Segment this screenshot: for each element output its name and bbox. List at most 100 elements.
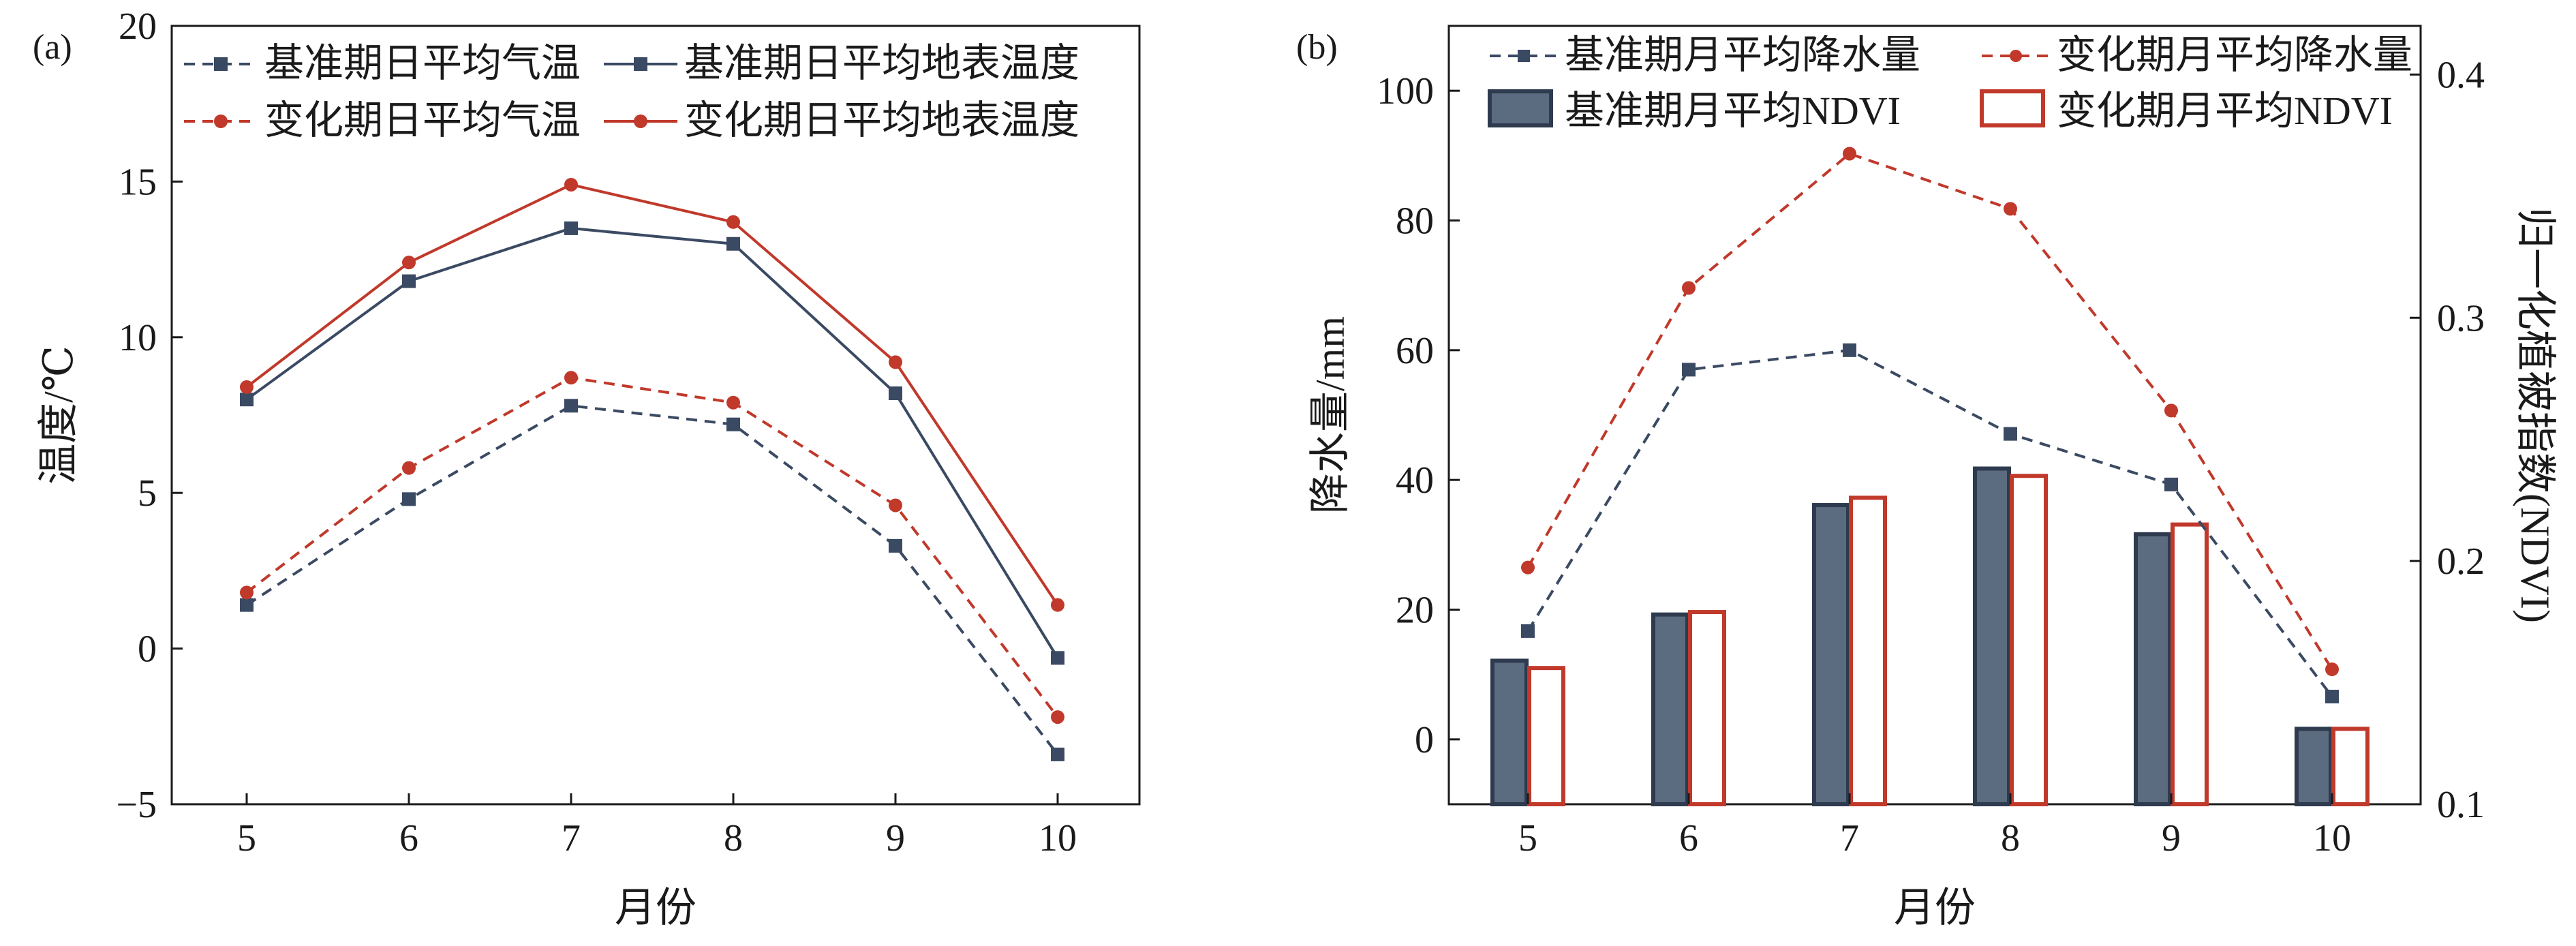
panel-b-ndvi-bar — [2010, 474, 2048, 806]
panel-b-right-y-tick-label: 0.2 — [2437, 540, 2485, 583]
panel-b-left-y-tick-label: 20 — [1396, 590, 1434, 632]
panel-b-precip-point — [2325, 690, 2339, 704]
panel-b-x-tick-label: 10 — [2313, 817, 2351, 859]
panel-b-x-tick-label: 5 — [1518, 817, 1537, 859]
panel-b-ndvi-bar — [1651, 612, 1689, 806]
panel-b-ndvi-bar — [1527, 666, 1565, 807]
panel-b-legend-bar-label: 变化期月平均NDVI — [2057, 89, 2393, 133]
panel-a-x-axis-title: 月份 — [615, 885, 696, 930]
panel-a-data-point — [889, 498, 902, 513]
panel-a-data-point — [402, 256, 416, 270]
panel-b-precip-point — [2164, 477, 2178, 491]
panel-a-y-tick-label: 15 — [119, 161, 157, 203]
panel-b-precip-point — [1521, 624, 1535, 638]
panel-b-legend-bar-swatch — [1488, 89, 1553, 127]
panel-b-ndvi-bar — [2295, 727, 2333, 807]
panel-a-data-point — [402, 274, 416, 288]
panel-a-legend-label: 变化期日平均气温 — [264, 98, 581, 142]
panel-a-y-tick-label: 0 — [138, 628, 157, 671]
panel-a-data-point — [564, 399, 578, 413]
panel-a-data-point — [240, 598, 254, 612]
panel-b-x-tick-label: 8 — [2001, 817, 2020, 859]
panel-b-precip-point — [1843, 147, 1856, 161]
panel-b-ndvi-bar — [2171, 522, 2209, 806]
panel-a-data-point — [240, 585, 254, 600]
panel-a-data-point — [564, 177, 578, 192]
panel-b-left-y-tick-label: 0 — [1415, 719, 1434, 761]
panel-a-series-line — [245, 183, 1059, 606]
panel-b-left-y-axis-title: 降水量/mm — [1308, 316, 1353, 514]
panel-a-legend-marker — [214, 115, 228, 128]
panel-b-precip-point — [1843, 343, 1856, 357]
panel-a-x-tick-label: 9 — [886, 817, 905, 859]
panel-b-ndvi-bar — [1688, 610, 1726, 806]
panel-a-data-point — [240, 393, 254, 407]
panel-a-data-point — [402, 492, 416, 506]
panel-a-legend-marker — [634, 57, 647, 71]
panel-b-left-y-tick-label: 40 — [1396, 459, 1434, 502]
panel-b-precip-point — [2325, 662, 2339, 677]
panel-b-ndvi-bar — [1490, 658, 1529, 806]
panel-a-legend-label: 变化期日平均地表温度 — [684, 98, 1079, 142]
panel-a-data-point — [889, 355, 902, 369]
panel-b-legend-bar-swatch — [1980, 89, 2045, 127]
panel-b-frame — [1447, 25, 2422, 806]
panel-b-right-y-tick-label: 0.4 — [2437, 54, 2485, 96]
panel-b-x-tick-label: 6 — [1679, 817, 1698, 859]
panel-b-legend-marker — [1518, 50, 1530, 62]
panel-a-data-point — [240, 380, 254, 394]
panel-a-frame — [170, 25, 1141, 806]
panel-b-left-y-tick-label: 100 — [1377, 70, 1434, 112]
panel-a-data-point — [1051, 710, 1064, 724]
panel-a-data-point — [726, 236, 740, 251]
panel-a-data-point — [726, 417, 740, 431]
panel-a-y-axis-title: 温度/℃ — [36, 346, 81, 485]
panel-a-label: (a) — [33, 28, 72, 67]
panel-b-precip-line — [1527, 348, 2333, 698]
panel-b-legend-marker — [2010, 50, 2022, 62]
panel-a-data-point — [564, 221, 578, 235]
panel-b-ndvi-bar — [1973, 466, 2011, 806]
panel-b-label: (b) — [1296, 28, 1338, 67]
panel-a-legend-marker — [214, 57, 228, 71]
panel-a-x-tick-label: 7 — [562, 817, 581, 859]
panel-a-legend-label: 基准期日平均地表温度 — [684, 41, 1079, 85]
panel-a-data-point — [726, 395, 740, 410]
panel-b-x-axis-title: 月份 — [1894, 885, 1976, 930]
panel-b-precip-point — [1521, 560, 1535, 575]
panel-b-x-tick-label: 7 — [1840, 817, 1859, 859]
panel-b-left-y-tick-label: 80 — [1396, 200, 1434, 243]
panel-b-ndvi-bar — [1849, 495, 1887, 807]
panel-b-x-tick-label: 9 — [2162, 817, 2181, 859]
panel-b-precip-point — [1682, 281, 1696, 295]
panel-a-data-point — [726, 215, 740, 229]
panel-a-data-point — [1051, 747, 1064, 761]
panel-b-left-y-tick-label: 60 — [1396, 330, 1434, 372]
panel-b-precip-point — [2004, 202, 2017, 216]
panel-a-x-tick-label: 6 — [399, 817, 418, 859]
panel-b-right-y-tick-label: 0.3 — [2437, 297, 2485, 339]
panel-a-data-point — [402, 461, 416, 475]
panel-b-precip-point — [2164, 403, 2178, 418]
panel-a-x-tick-label: 8 — [724, 817, 743, 859]
panel-a-x-tick-label: 5 — [237, 817, 256, 859]
panel-a-series-line — [245, 226, 1059, 659]
panel-b-ndvi-bar — [2134, 532, 2172, 807]
panel-a-series-line — [245, 404, 1059, 756]
panel-a-data-point — [1051, 651, 1064, 665]
panel-a-y-tick-label: 10 — [119, 317, 157, 359]
panel-a-legend-label: 基准期日平均气温 — [264, 41, 581, 85]
panel-b-right-y-tick-label: 0.1 — [2437, 784, 2485, 826]
panel-b-precip-point — [2004, 427, 2017, 441]
panel-a-x-tick-label: 10 — [1039, 817, 1077, 859]
panel-a-y-tick-label: 20 — [119, 5, 157, 48]
panel-a-data-point — [564, 371, 578, 385]
panel-b-legend-label: 基准期月平均降水量 — [1565, 33, 1920, 77]
panel-a-data-point — [889, 386, 902, 401]
panel-b-precip-line — [1527, 152, 2333, 671]
panel-b-ndvi-bar — [1812, 503, 1850, 806]
panel-b-legend-bar-label: 基准期月平均NDVI — [1565, 89, 1901, 133]
panel-a-y-tick-label: −5 — [116, 784, 157, 826]
panel-a-y-tick-label: 5 — [138, 472, 157, 515]
